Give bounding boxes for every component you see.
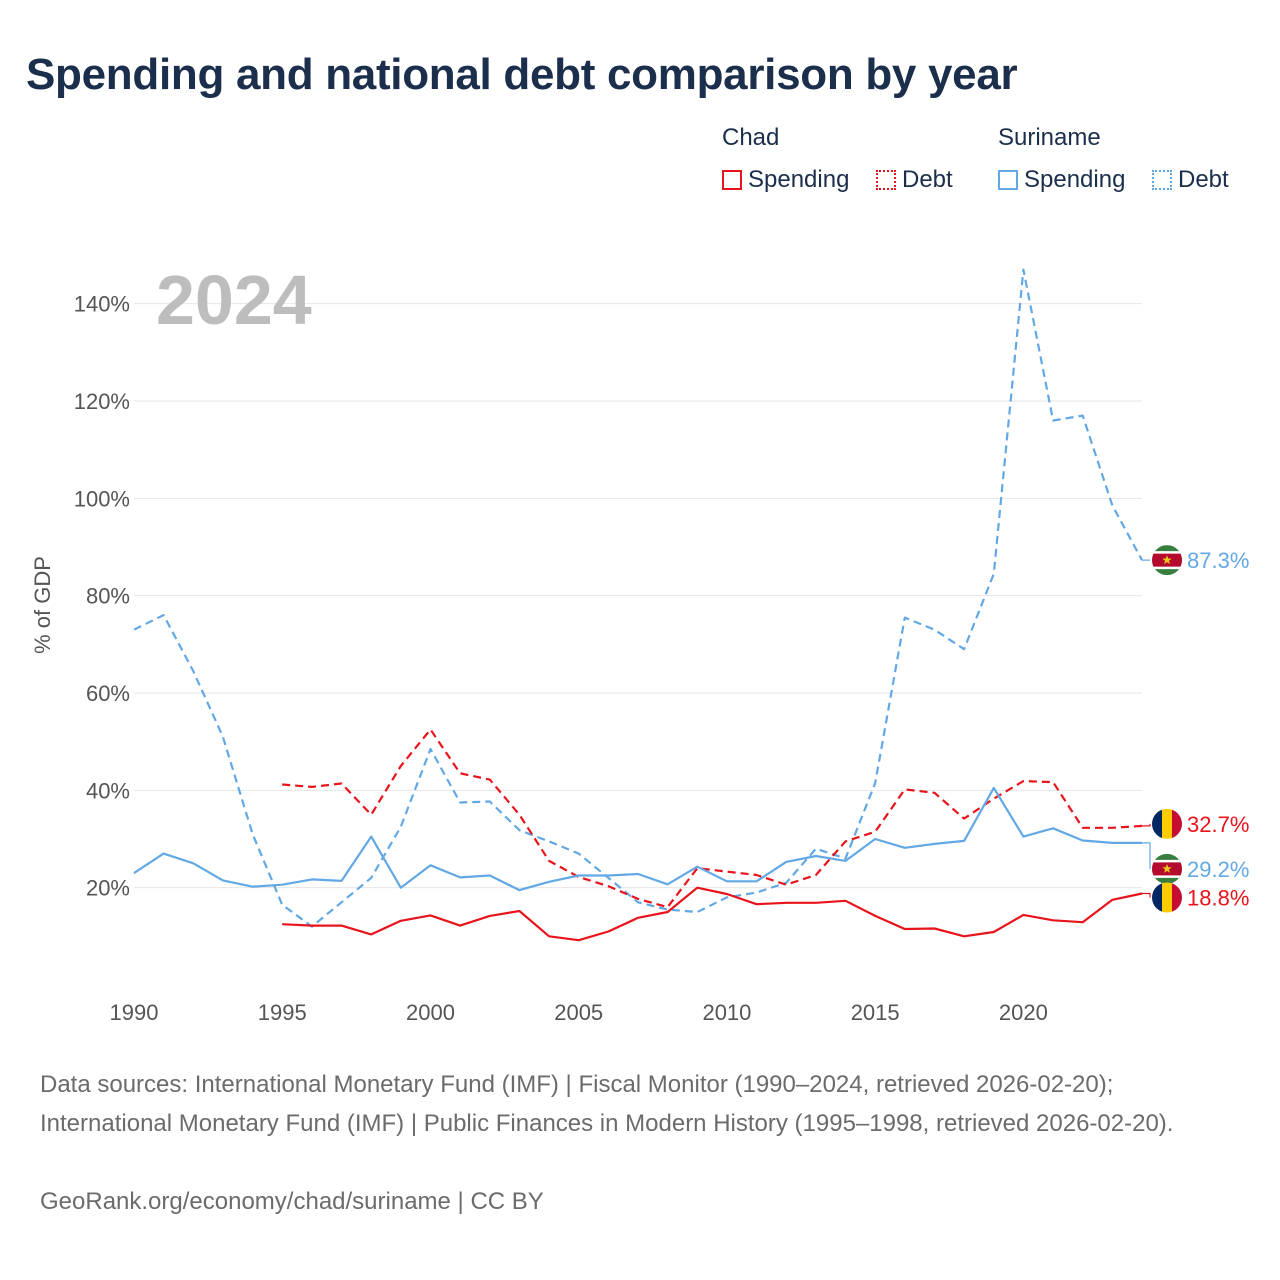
y-tick-label: 60% xyxy=(86,681,130,706)
legend-swatch-chad-debt xyxy=(876,170,896,190)
series-line-suriname-spending[interactable] xyxy=(133,786,1142,892)
end-label-chad-debt: 32.7% xyxy=(1187,812,1249,837)
credit-text: GeoRank.org/economy/chad/suriname | CC B… xyxy=(40,1188,544,1215)
y-tick-label: 140% xyxy=(74,292,130,317)
chad-flag-icon xyxy=(1152,808,1182,839)
x-tick-label: 1995 xyxy=(258,1000,307,1025)
x-tick-label: 2010 xyxy=(702,1000,751,1025)
suriname-flag-icon xyxy=(1152,545,1182,576)
end-label-connector xyxy=(1142,842,1151,869)
current-year-label: 2024 xyxy=(156,261,312,339)
line-chart: 20% 40% 60% 80% 100% 120% 140% 1990 1995 2000 200… xyxy=(30,261,1249,1025)
y-tick-label: 40% xyxy=(86,778,130,803)
x-axis-ticks: 1990 1995 2000 2005 2010 2015 2020 xyxy=(110,1000,1048,1025)
legend-swatch-suriname-spending xyxy=(998,170,1018,190)
y-tick-label: 20% xyxy=(86,876,130,901)
end-label-suriname-debt: 87.3% xyxy=(1187,548,1249,573)
legend-suriname-debt[interactable]: Debt xyxy=(1152,166,1229,194)
x-tick-label: 2000 xyxy=(406,1000,455,1025)
legend-suriname-spending[interactable]: Spending xyxy=(998,166,1125,194)
suriname-flag-icon xyxy=(1152,853,1182,884)
end-label-suriname-spending: 29.2% xyxy=(1187,857,1249,882)
legend-suriname-debt-label: Debt xyxy=(1178,166,1229,193)
x-tick-label: 1990 xyxy=(110,1000,159,1025)
end-label-chad-spending: 18.8% xyxy=(1187,886,1249,911)
legend-suriname-spending-label: Spending xyxy=(1024,166,1126,193)
end-label-connector xyxy=(1142,892,1151,898)
series-line-chad-spending[interactable] xyxy=(282,886,1143,942)
x-tick-label: 2005 xyxy=(554,1000,603,1025)
end-labels: 87.3% 32.7% 29.2% 18.8% xyxy=(1142,545,1249,913)
gridlines xyxy=(134,303,1142,889)
series-lines xyxy=(133,268,1143,942)
chad-flag-icon xyxy=(1152,882,1182,913)
end-label-connector xyxy=(1142,823,1151,827)
legend-chad-debt[interactable]: Debt xyxy=(876,166,953,194)
data-sources: Data sources: International Monetary Fun… xyxy=(40,1071,1174,1137)
legend-swatch-suriname-debt xyxy=(1152,170,1172,190)
y-axis-ticks: 20% 40% 60% 80% 100% 120% 140% xyxy=(74,292,130,901)
legend-swatch-chad-spending xyxy=(722,170,742,190)
legend-chad-spending-label: Spending xyxy=(748,166,850,193)
series-line-suriname-debt[interactable] xyxy=(133,268,1143,928)
chart-title: Spending and national debt comparison by… xyxy=(26,50,1018,99)
legend-chad-spending[interactable]: Spending xyxy=(722,166,849,194)
legend-chad-debt-label: Debt xyxy=(902,166,953,193)
y-axis-label: % of GDP xyxy=(30,556,55,654)
x-tick-label: 2015 xyxy=(851,1000,900,1025)
x-tick-label: 2020 xyxy=(999,1000,1048,1025)
y-tick-label: 120% xyxy=(74,389,130,414)
y-tick-label: 100% xyxy=(74,486,130,511)
credit-line: GeoRank.org/economy/chad/suriname | CC B… xyxy=(40,1182,1240,1221)
legend-chad-title: Chad xyxy=(722,124,780,151)
y-tick-label: 80% xyxy=(86,584,130,609)
legend-suriname-title: Suriname xyxy=(998,124,1101,151)
